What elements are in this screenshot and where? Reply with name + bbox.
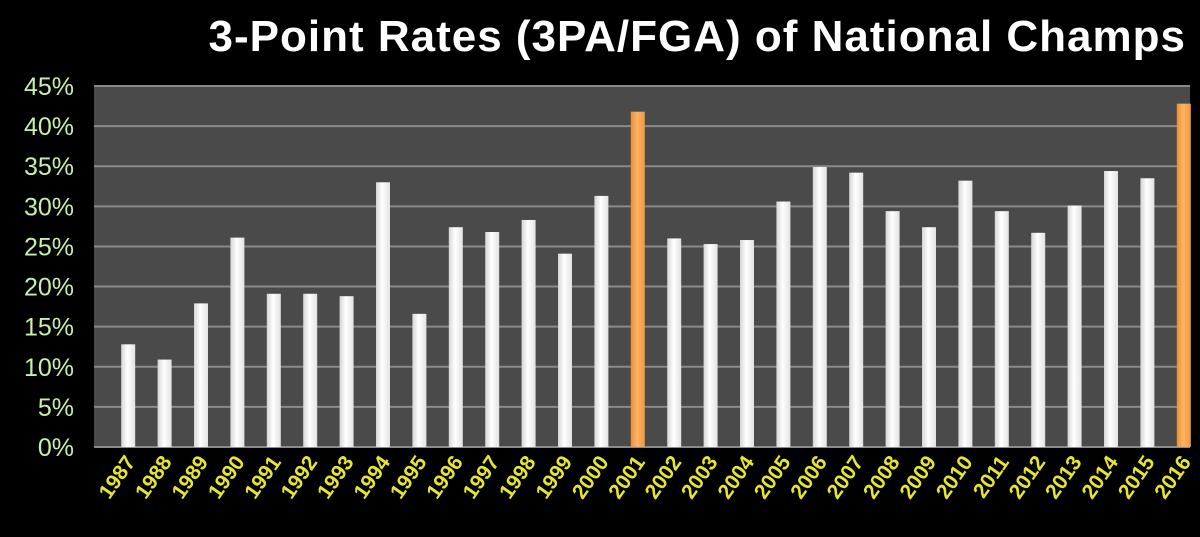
- x-tick-label: 2007: [823, 452, 869, 503]
- bars: [121, 103, 1191, 447]
- y-tick-label: 20%: [24, 274, 74, 302]
- bar: [303, 293, 318, 447]
- y-tick-label: 5%: [38, 394, 74, 422]
- x-tick-label: 1992: [277, 452, 323, 503]
- x-tick-label: 2016: [1150, 452, 1196, 503]
- x-tick-label: 1998: [495, 451, 541, 503]
- x-tick-label: 2004: [713, 451, 759, 503]
- x-tick-label: 2013: [1041, 452, 1087, 503]
- y-tick-label: 15%: [24, 314, 74, 342]
- bar: [740, 240, 754, 447]
- x-tick-label: 2006: [786, 452, 832, 503]
- x-tick-label: 2002: [641, 452, 687, 503]
- bar: [266, 293, 281, 447]
- x-tick-label: 2003: [677, 452, 723, 503]
- bar: [485, 232, 500, 447]
- bar: [121, 344, 136, 447]
- y-tick-label: 0%: [38, 434, 74, 462]
- x-tick-label: 1989: [167, 452, 213, 503]
- x-tick-label: 1991: [240, 451, 286, 503]
- bar-highlight: [630, 111, 645, 447]
- y-tick-label: 30%: [24, 193, 74, 221]
- x-tick-label: 2001: [604, 451, 650, 503]
- x-tick-label: 1990: [204, 452, 250, 503]
- x-tick-label: 2014: [1077, 451, 1123, 503]
- y-tick-label: 45%: [24, 73, 74, 101]
- bar: [1031, 232, 1046, 447]
- x-tick-label: 1987: [95, 452, 141, 503]
- bar: [521, 219, 536, 447]
- bar: [776, 201, 791, 447]
- x-tick-label: 2009: [895, 452, 941, 503]
- bar: [594, 195, 609, 447]
- bar: [230, 237, 245, 447]
- x-tick-label: 1999: [531, 452, 577, 503]
- x-tick-label: 2012: [1005, 452, 1051, 503]
- x-tick-label: 2015: [1114, 451, 1160, 503]
- x-tick-label: 2005: [750, 451, 796, 503]
- bar: [994, 211, 1009, 447]
- bar: [1104, 171, 1118, 447]
- y-tick-label: 35%: [24, 153, 74, 181]
- y-tick-label: 25%: [24, 233, 74, 261]
- bar: [922, 227, 936, 447]
- bar: [448, 227, 463, 447]
- bar-highlight: [1176, 103, 1191, 447]
- bar: [194, 303, 208, 447]
- x-tick-label: 2011: [969, 451, 1014, 502]
- bar: [849, 172, 864, 447]
- x-tick-label: 1988: [131, 451, 177, 503]
- bar: [958, 180, 973, 447]
- bar: [558, 253, 572, 447]
- y-tick-label: 10%: [24, 354, 74, 382]
- x-tick-label: 2008: [859, 451, 905, 503]
- x-tick-label: 1996: [422, 452, 468, 503]
- bar: [339, 296, 354, 447]
- x-tick-label: 1993: [313, 452, 359, 503]
- x-tick-label: 1995: [386, 451, 432, 503]
- bar: [812, 167, 827, 447]
- bar: [885, 211, 900, 447]
- x-tick-label: 1997: [459, 452, 505, 503]
- bar: [1140, 178, 1155, 447]
- chart-title: 3-Point Rates (3PA/FGA) of National Cham…: [208, 12, 1186, 61]
- bar: [376, 182, 390, 447]
- x-tick-label: 1994: [349, 451, 395, 503]
- x-tick-label: 2010: [932, 452, 978, 503]
- x-axis-ticks: 1987198819891990199119921993199419951996…: [95, 451, 1196, 503]
- y-tick-label: 40%: [24, 113, 74, 141]
- x-tick-label: 2000: [568, 452, 614, 503]
- bar: [157, 359, 172, 447]
- bar: [412, 313, 427, 447]
- bar: [667, 238, 682, 447]
- bar: [1067, 205, 1082, 447]
- y-axis-ticks: 0% 5% 10% 15% 20% 25% 30% 35% 40% 45%: [24, 73, 74, 462]
- bar: [703, 244, 718, 447]
